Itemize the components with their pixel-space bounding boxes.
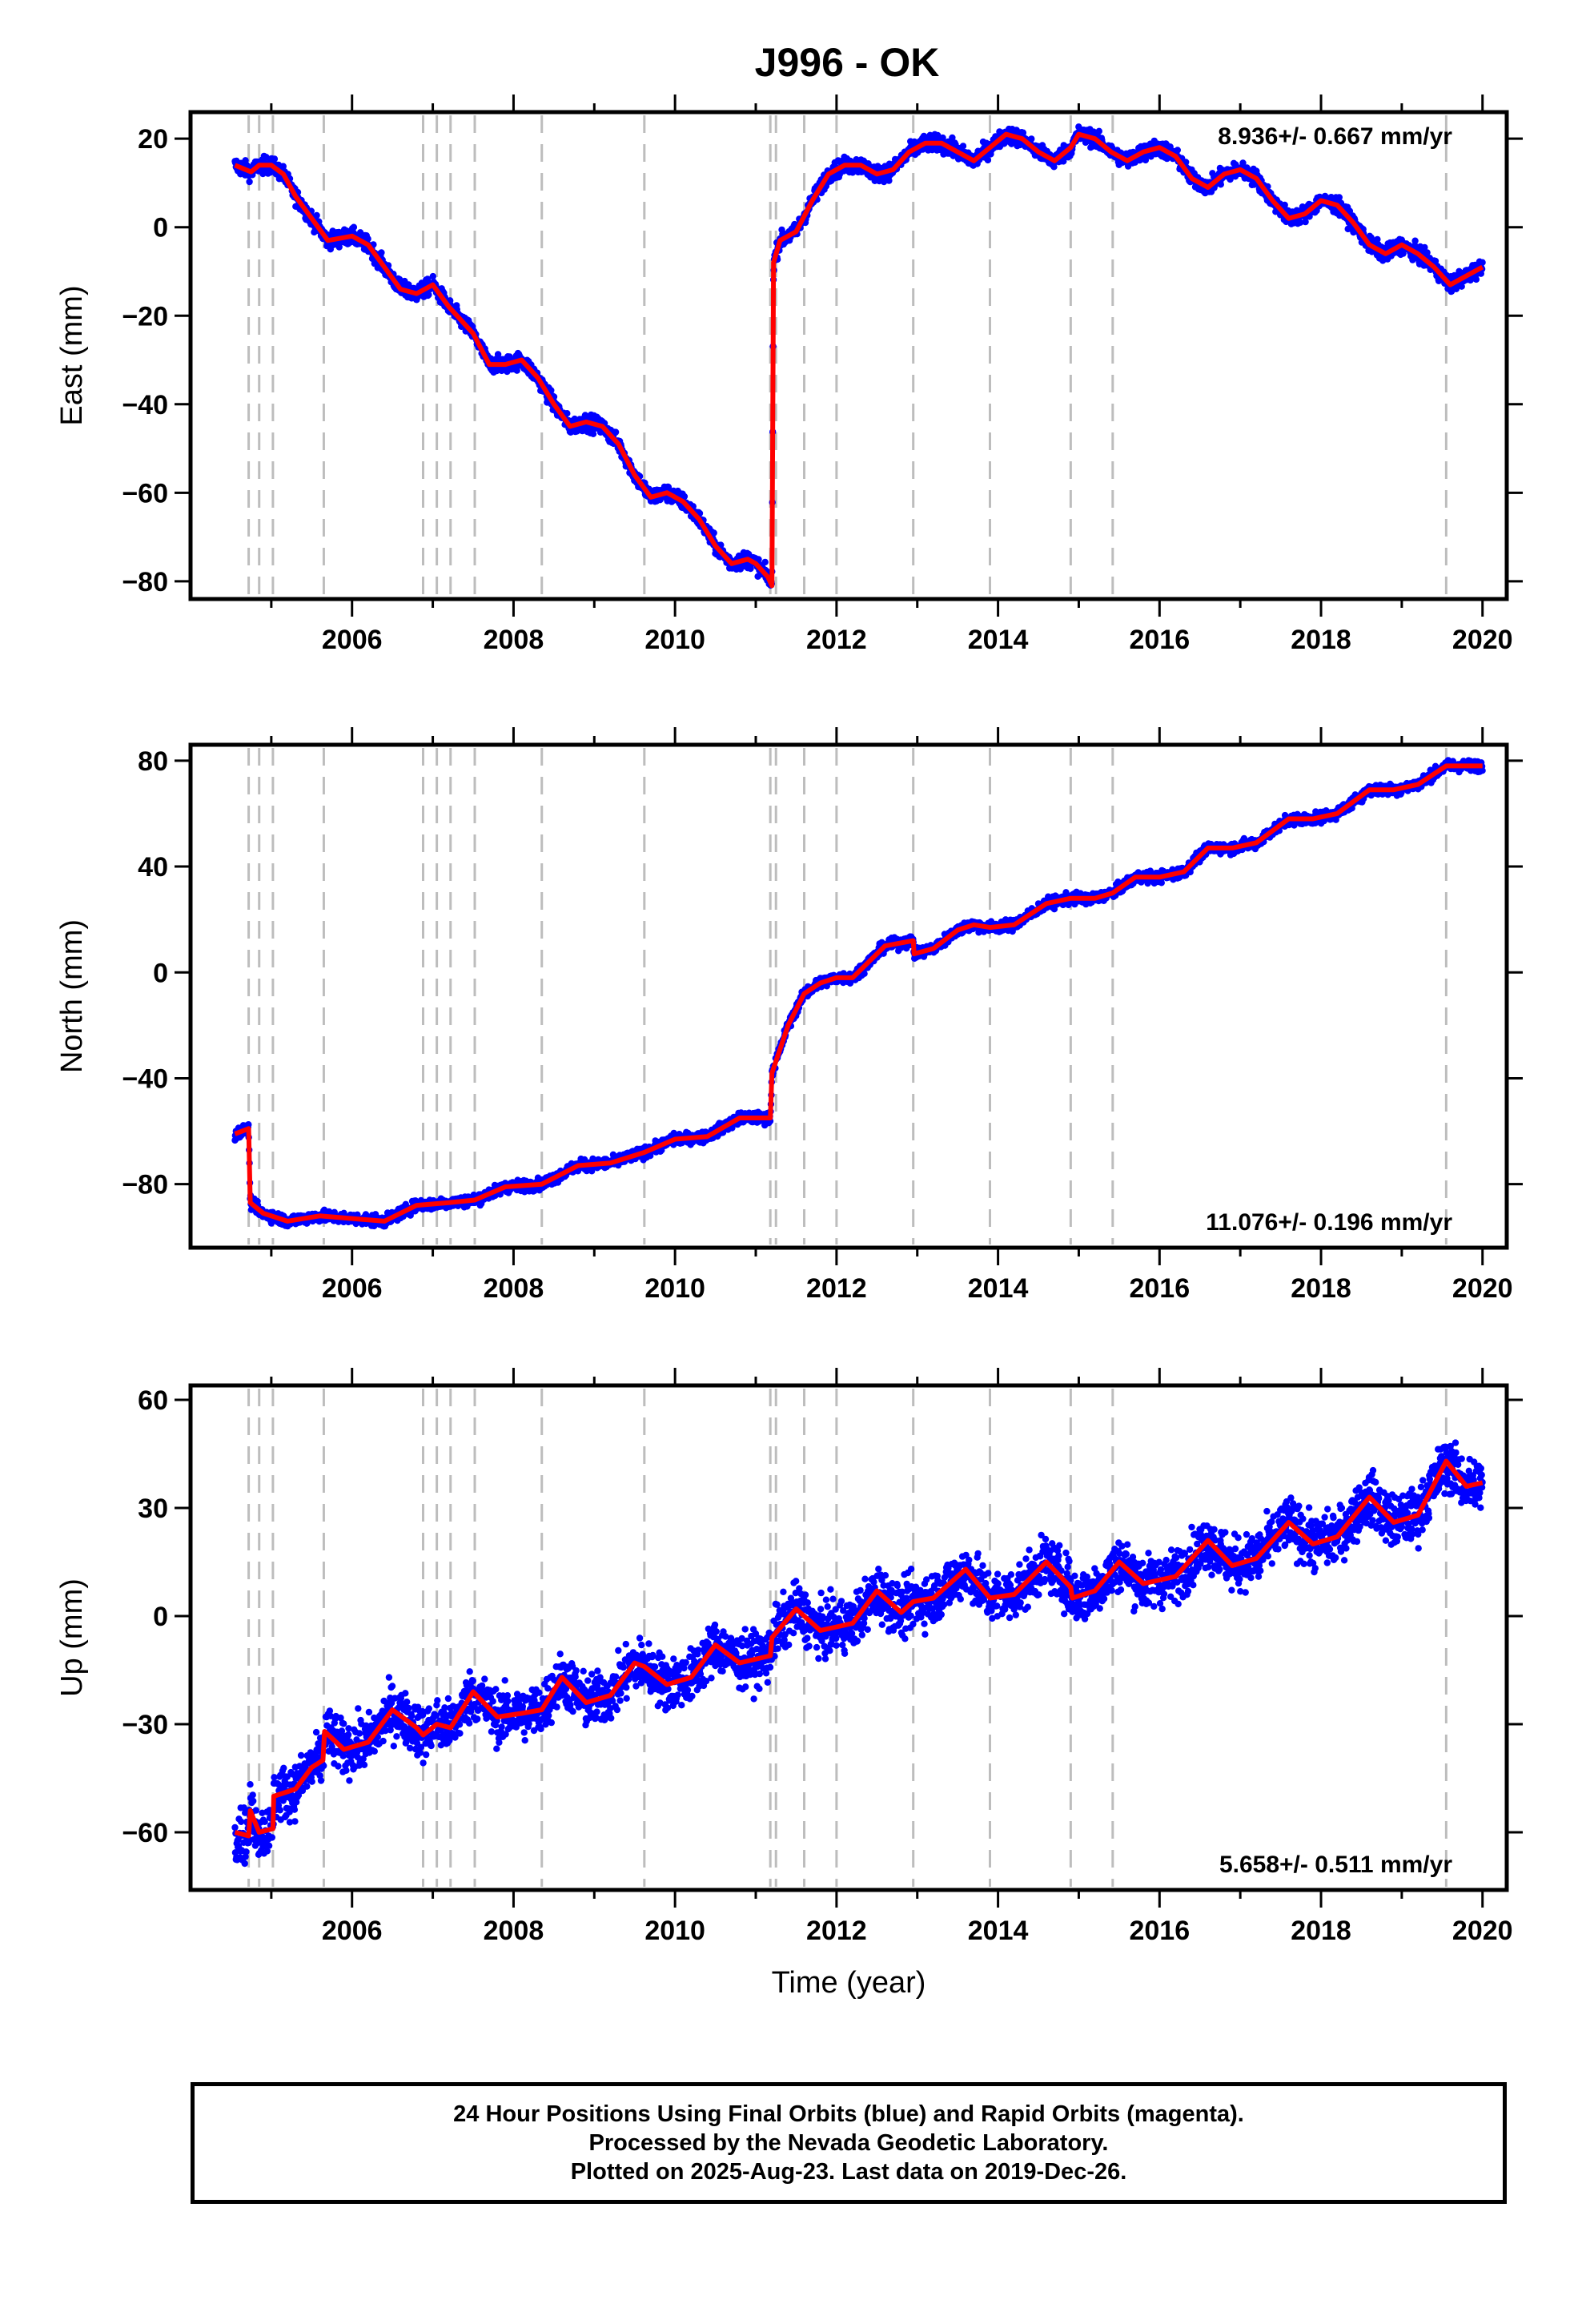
- panel-frame: [188, 742, 1509, 1250]
- x-tick-label: 2018: [1291, 1916, 1351, 1946]
- x-tick-label: 2006: [322, 1273, 383, 1304]
- y-tick-label: −80: [122, 567, 168, 597]
- data-point-cloud-north: [231, 757, 1486, 1230]
- y-tick-label: −60: [122, 478, 168, 509]
- caption-line-3: Plotted on 2025-Aug-23. Last data on 201…: [570, 2159, 1127, 2185]
- x-tick-label: 2010: [644, 625, 705, 655]
- y-tick-label: 80: [138, 746, 168, 777]
- y-tick-label: 0: [153, 958, 168, 988]
- x-tick-label: 2006: [322, 1916, 383, 1946]
- y-tick-label: −30: [122, 1710, 168, 1740]
- data-points-up: [231, 1439, 1486, 1868]
- panel-up: 2006 2008 2010 2012 2014 2016 2018 2020 −60 −30 0 3…: [55, 1368, 1523, 2000]
- panel-north: 2006 2008 2010 2012 2014 2016 2018 2020 −80 −40 0 4…: [55, 727, 1523, 1304]
- x-tick-label: 2020: [1452, 625, 1513, 655]
- panel-east: 2006 2008 2010 2012 2014 2016 2018 2020 −80 −60 −4…: [55, 94, 1523, 655]
- data-point-cloud-east: [231, 123, 1486, 589]
- data-points-east: [231, 123, 1486, 589]
- data-points-north: [231, 757, 1486, 1230]
- model-line-north: [234, 763, 1483, 1224]
- x-tick-label: 2018: [1291, 625, 1351, 655]
- y-tick-label: −40: [122, 1063, 168, 1094]
- chart-title: J996 - OK: [755, 40, 940, 85]
- y-tick-label: 30: [138, 1494, 168, 1524]
- y-tick-label: −60: [122, 1818, 168, 1848]
- y-tick-label: −20: [122, 301, 168, 332]
- x-tick-label: 2008: [484, 1916, 544, 1946]
- x-tick-label: 2020: [1452, 1916, 1513, 1946]
- x-tick-label: 2014: [968, 625, 1029, 655]
- x-tick-label: 2016: [1129, 1273, 1190, 1304]
- x-tick-label: 2016: [1129, 1916, 1190, 1946]
- y-axis-label: East (mm): [55, 285, 89, 425]
- y-tick-label: −40: [122, 390, 168, 420]
- caption-line-1: 24 Hour Positions Using Final Orbits (bl…: [453, 2101, 1244, 2127]
- x-tick-label: 2008: [484, 625, 544, 655]
- panel-frame: [188, 1383, 1509, 1892]
- rate-label: 11.076+/- 0.196 mm/yr: [1206, 1209, 1452, 1236]
- x-tick-label: 2018: [1291, 1273, 1351, 1304]
- x-tick-label: 2012: [806, 1273, 867, 1304]
- x-tick-label: 2008: [484, 1273, 544, 1304]
- x-tick-label: 2014: [968, 1916, 1029, 1946]
- x-tick-label: 2012: [806, 1916, 867, 1946]
- y-tick-label: 60: [138, 1385, 168, 1416]
- rate-label: 5.658+/- 0.511 mm/yr: [1219, 1852, 1452, 1878]
- x-tick-label: 2006: [322, 625, 383, 655]
- x-tick-label: 2020: [1452, 1273, 1513, 1304]
- caption-line-2: Processed by the Nevada Geodetic Laborat…: [588, 2130, 1109, 2156]
- y-axis-label: North (mm): [55, 919, 89, 1073]
- y-tick-label: 40: [138, 852, 168, 883]
- x-tick-label: 2014: [968, 1273, 1029, 1304]
- rate-label: 8.936+/- 0.667 mm/yr: [1218, 123, 1452, 150]
- x-tick-label: 2016: [1129, 625, 1190, 655]
- x-tick-label: 2010: [644, 1273, 705, 1304]
- x-tick-label: 2012: [806, 625, 867, 655]
- caption-box: 24 Hour Positions Using Final Orbits (bl…: [191, 2082, 1507, 2204]
- y-tick-label: 0: [153, 213, 168, 243]
- y-tick-label: 20: [138, 124, 168, 155]
- y-tick-label: 0: [153, 1602, 168, 1632]
- model-line-east: [234, 131, 1484, 589]
- x-tick-label: 2010: [644, 1916, 705, 1946]
- y-tick-label: −80: [122, 1170, 168, 1200]
- data-point-cloud-up: [231, 1439, 1486, 1868]
- x-axis-label: Time (year): [772, 1966, 926, 2000]
- y-axis-label: Up (mm): [55, 1578, 89, 1697]
- model-line-up: [234, 1458, 1484, 1839]
- panel-frame: [188, 110, 1509, 601]
